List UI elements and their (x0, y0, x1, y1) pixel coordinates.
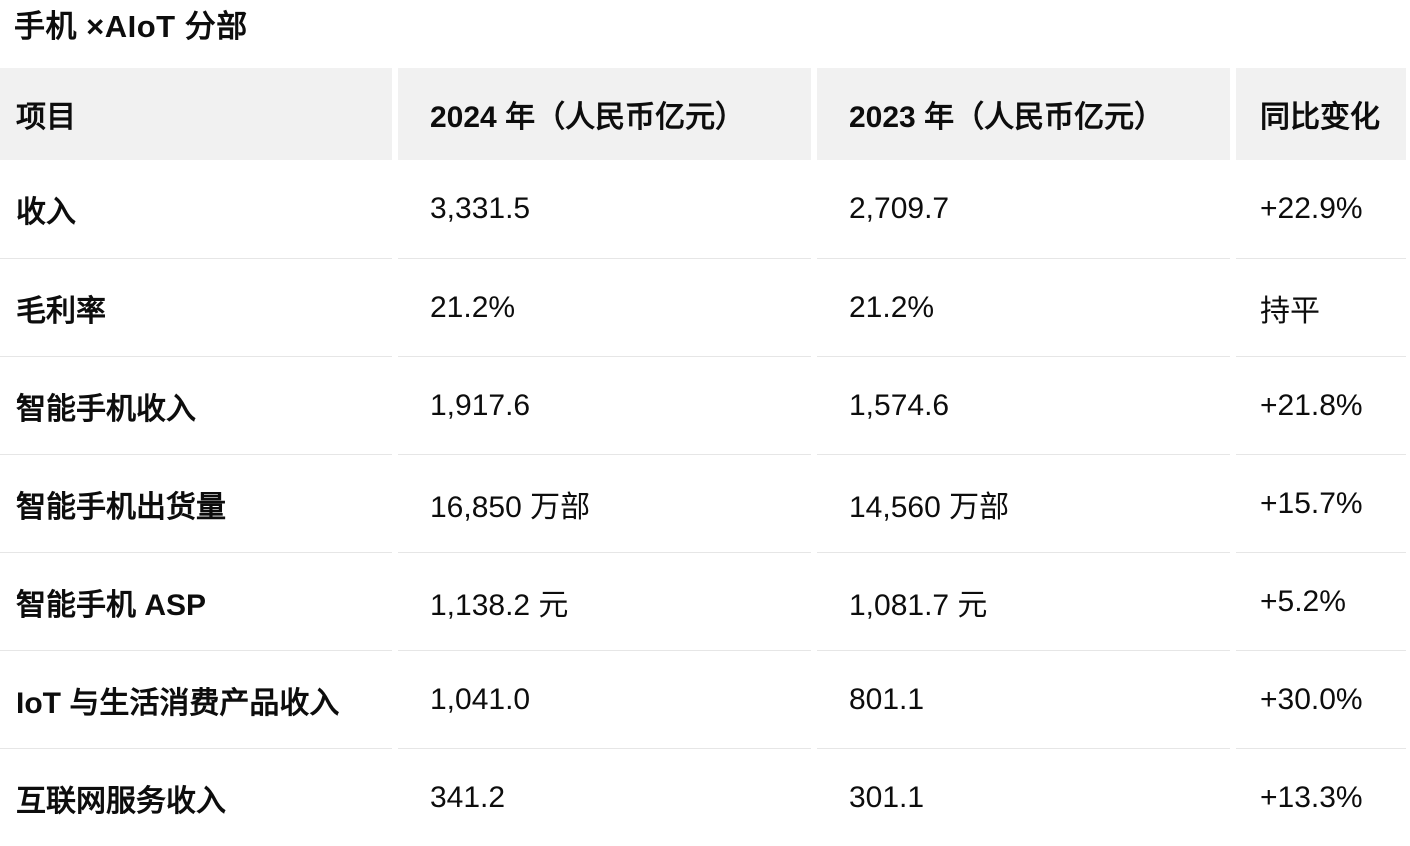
row-yoy-change: +15.7% (1236, 454, 1406, 552)
row-value-2024: 1,917.6 (398, 356, 811, 454)
row-value-2023: 1,081.7 元 (817, 552, 1230, 650)
column-header-value-2024: 2024 年（人民币亿元） (398, 68, 811, 160)
row-value-2024: 1,138.2 元 (398, 552, 811, 650)
column-header-value-2023: 2023 年（人民币亿元） (817, 68, 1230, 160)
row-value-2023: 801.1 (817, 650, 1230, 748)
row-yoy-change: +13.3% (1236, 748, 1406, 846)
row-value-2024: 21.2% (398, 258, 811, 356)
row-yoy-change: +30.0% (1236, 650, 1406, 748)
row-value-2024: 3,331.5 (398, 160, 811, 258)
page-title: 手机 ×AIoT 分部 (14, 9, 248, 44)
row-value-2024: 341.2 (398, 748, 811, 846)
row-label: IoT 与生活消费产品收入 (0, 650, 392, 748)
segment-table: 项目 2024 年（人民币亿元） 2023 年（人民币亿元） 同比变化收入 3,331.… (0, 68, 1406, 846)
row-value-2024: 1,041.0 (398, 650, 811, 748)
row-yoy-change: +22.9% (1236, 160, 1406, 258)
row-label: 毛利率 (0, 258, 392, 356)
row-value-2023: 21.2% (817, 258, 1230, 356)
row-label: 收入 (0, 160, 392, 258)
row-label: 互联网服务收入 (0, 748, 392, 846)
row-value-2023: 14,560 万部 (817, 454, 1230, 552)
row-label: 智能手机收入 (0, 356, 392, 454)
row-label: 智能手机 ASP (0, 552, 392, 650)
row-label: 智能手机出货量 (0, 454, 392, 552)
row-value-2023: 1,574.6 (817, 356, 1230, 454)
row-yoy-change: +5.2% (1236, 552, 1406, 650)
column-header-item: 项目 (0, 68, 392, 160)
row-value-2023: 301.1 (817, 748, 1230, 846)
column-header-yoy-change: 同比变化 (1236, 68, 1406, 160)
row-yoy-change: +21.8% (1236, 356, 1406, 454)
row-value-2023: 2,709.7 (817, 160, 1230, 258)
row-yoy-change: 持平 (1236, 258, 1406, 356)
row-value-2024: 16,850 万部 (398, 454, 811, 552)
